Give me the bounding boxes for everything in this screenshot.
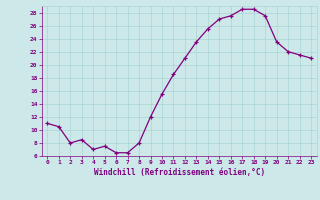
X-axis label: Windchill (Refroidissement éolien,°C): Windchill (Refroidissement éolien,°C) <box>94 168 265 177</box>
